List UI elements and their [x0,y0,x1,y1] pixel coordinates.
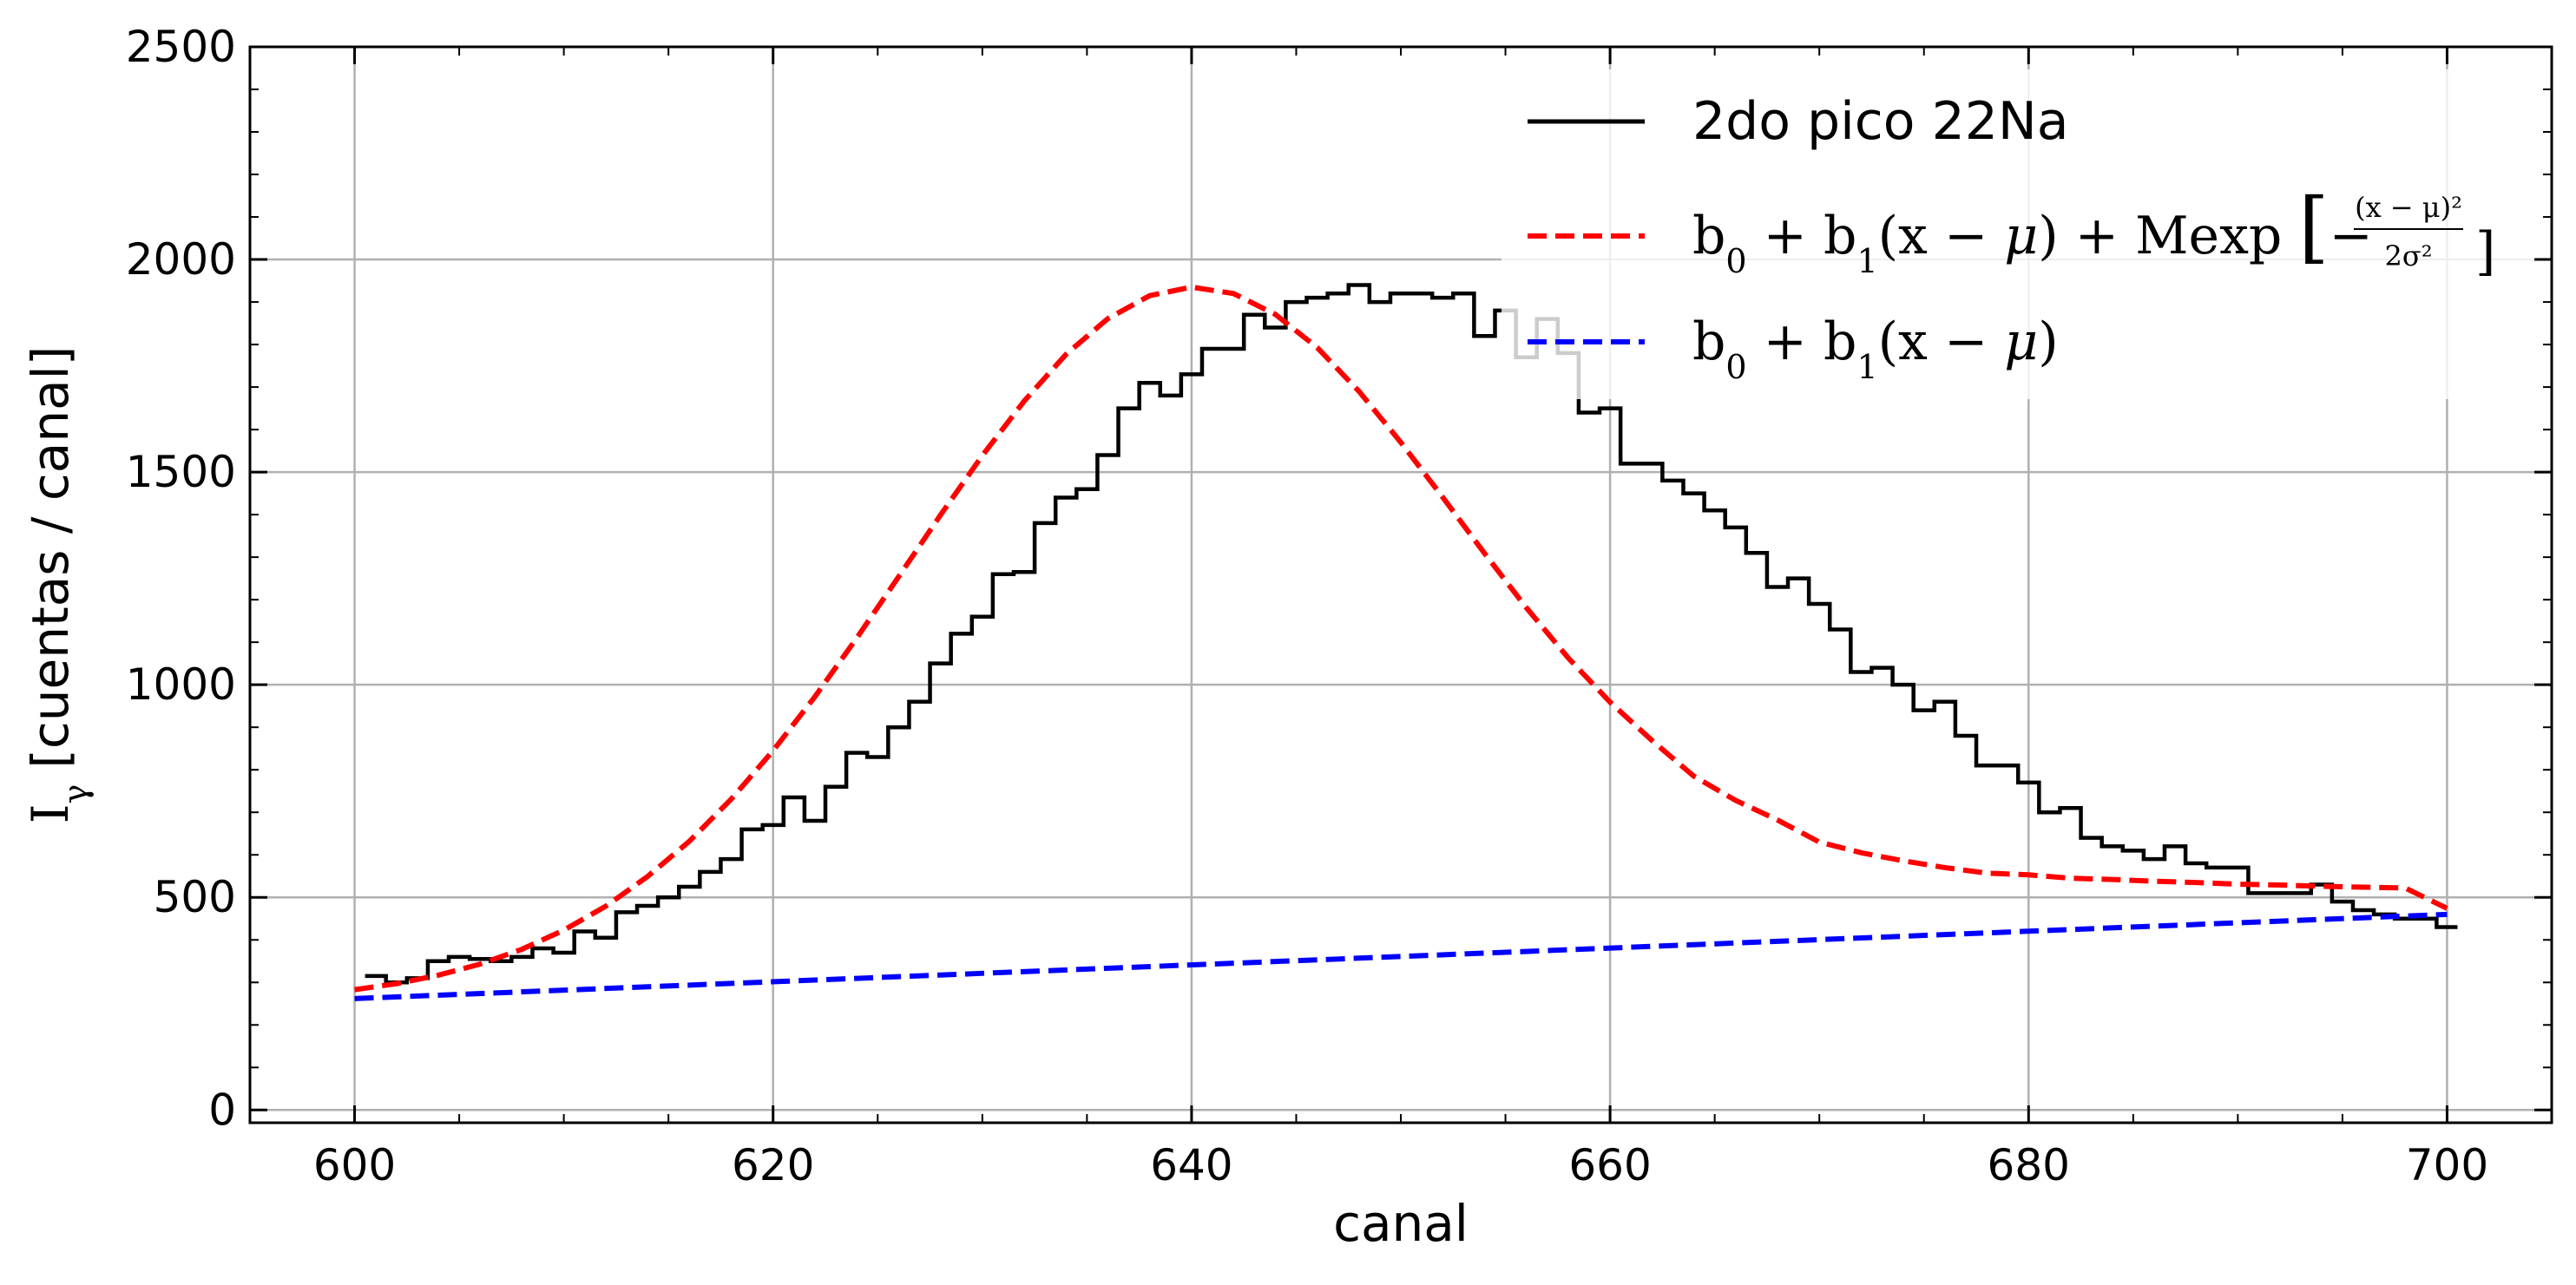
y-tick-label: 2500 [126,22,236,72]
x-tick-label: 640 [1150,1140,1232,1190]
svg-text:Iγ[cuentas / canal]: Iγ [cuentas / canal] [21,346,95,824]
y-tick-label: 1500 [126,447,236,497]
legend: 2do pico 22Na b0 + b1(x − μ) + Mexp [− (… [1502,69,2534,399]
x-tick-label: 600 [313,1140,396,1190]
legend-fit-bracket-close: ] [2475,221,2495,282]
series-layer [354,283,2458,1001]
legend-label-background: b0 + b1(x − μ) [1692,311,2059,386]
series-background-line [354,911,2448,1001]
y-axis-label-unit: [cuentas / canal] [21,346,80,769]
legend-fit-fraction-numerator: (x − μ)² [2355,191,2462,224]
series-fit-curve [354,284,2448,993]
legend-background [1502,69,2534,399]
x-tick-label: 660 [1568,1140,1651,1190]
x-axis-label: canal [1333,1194,1469,1253]
legend-label-fit: b0 + b1(x − μ) + Mexp [− [1692,181,2373,280]
legend-fit-fraction-denominator: 2σ² [2384,239,2432,272]
x-tick-label: 700 [2406,1140,2488,1190]
y-tick-label: 1000 [126,659,236,710]
y-axis-label-subscript: γ [56,784,95,804]
y-tick-label: 0 [208,1085,236,1135]
y-tick-label: 500 [154,872,236,922]
y-tick-label: 2000 [126,234,236,285]
y-axis-label: Iγ [cuentas / canal] [21,346,95,824]
legend-label-histogram: 2do pico 22Na [1692,91,2069,152]
series-histogram-steps [365,283,2458,985]
y-axis-label-symbol: I [21,803,80,823]
x-tick-label: 680 [1988,1140,2070,1190]
ticks: 600 620 640 660 680 700 0 500 1000 1500 2000 2500 [126,22,2552,1190]
x-tick-label: 620 [732,1140,814,1190]
